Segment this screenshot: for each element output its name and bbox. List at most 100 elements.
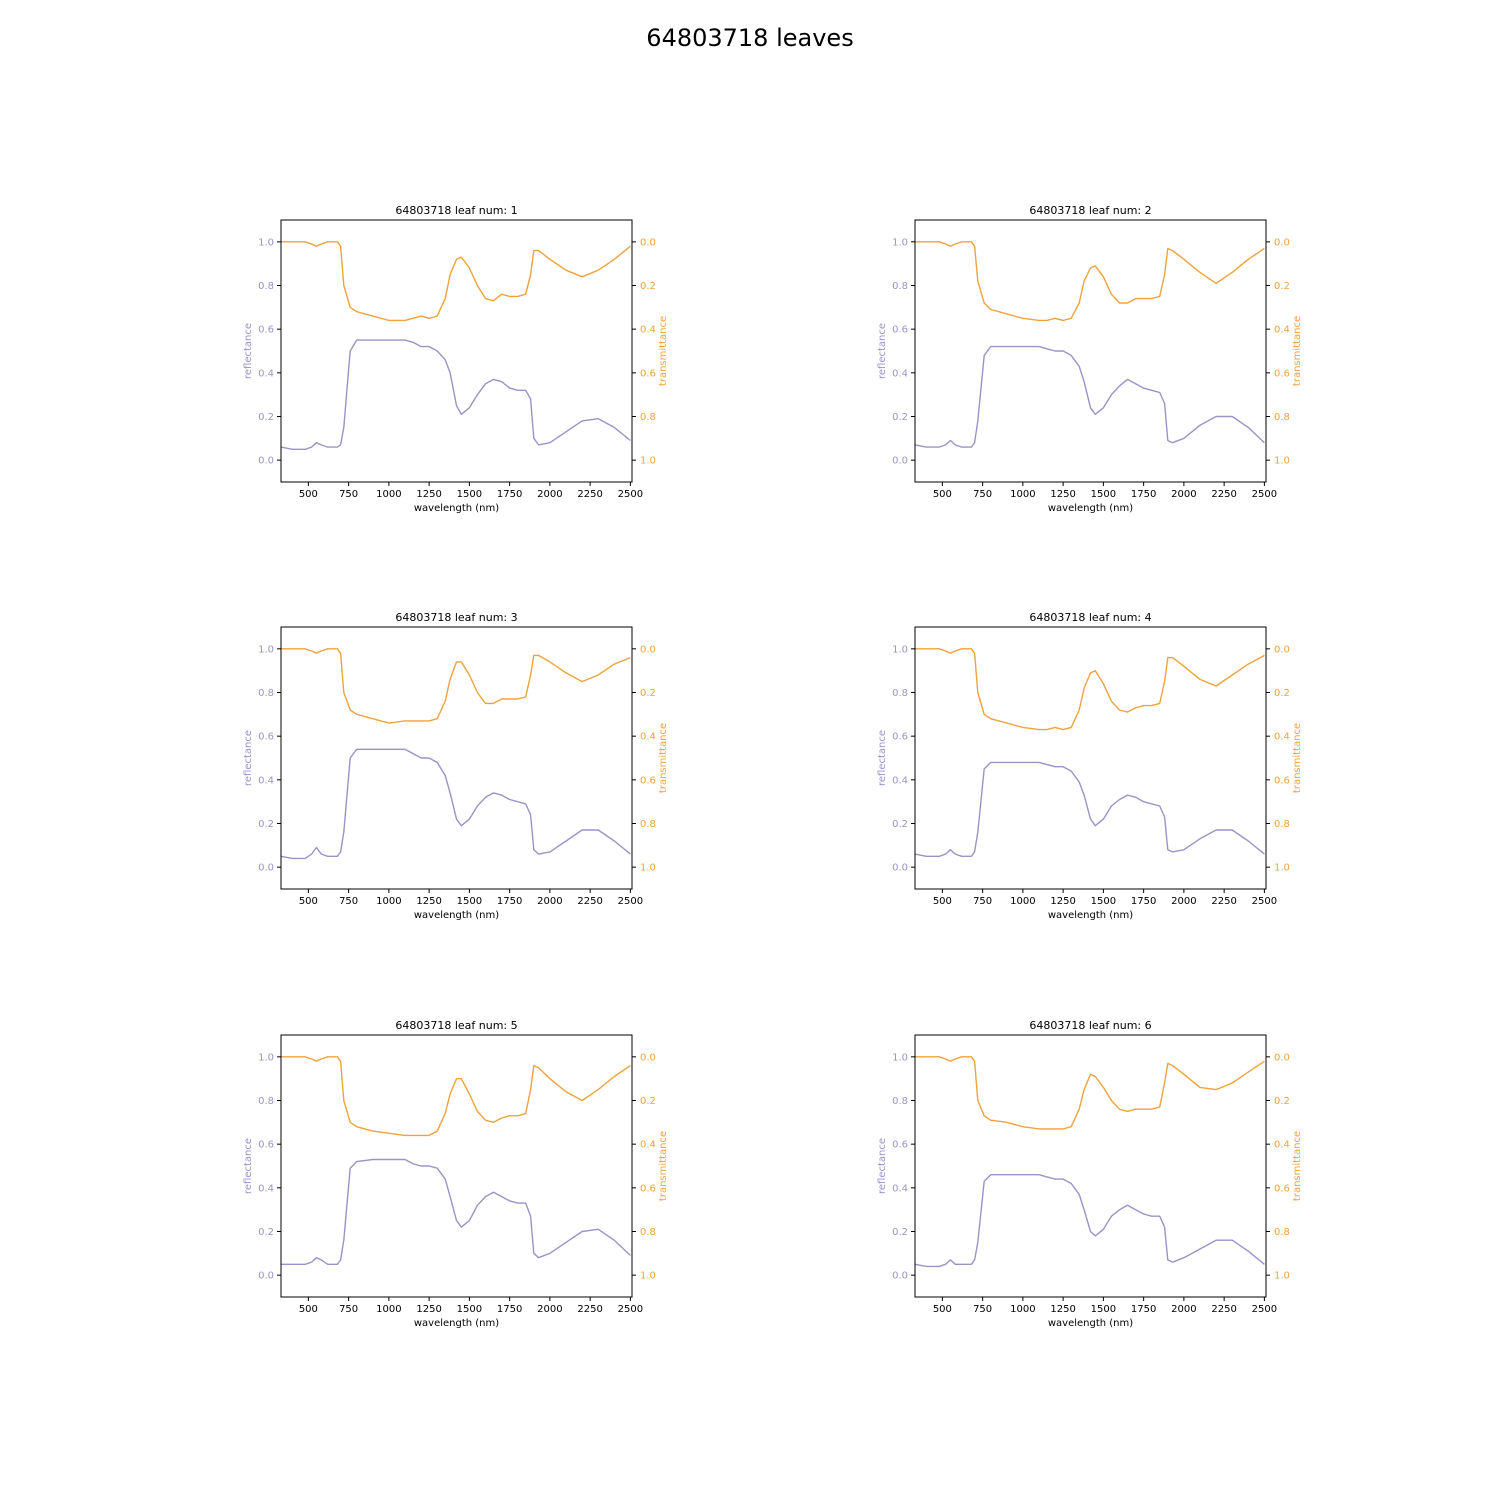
x-tick-label: 1750 [1131, 896, 1156, 907]
x-tick-label: 1750 [497, 489, 522, 500]
y-tick-label: 0.2 [258, 819, 274, 830]
y2-tick-label: 0.0 [1274, 644, 1290, 655]
y2-axis-label: transmittance [1292, 723, 1303, 793]
y2-tick-label: 0.0 [1274, 237, 1290, 248]
y-tick-label: 1.0 [892, 237, 908, 248]
y-tick-label: 0.4 [892, 775, 908, 786]
x-tick-label: 500 [299, 1304, 318, 1315]
x-tick-label: 2000 [1171, 896, 1196, 907]
series-line-transmittance [915, 1056, 1265, 1130]
x-tick-label: 1000 [376, 489, 401, 500]
x-tick-label: 2250 [577, 489, 602, 500]
series-line-transmittance [915, 648, 1265, 731]
chart-panel-5: 64803718 leaf num: 5 500 750 1000 1250 1500 17… [243, 1019, 669, 1329]
x-tick-label: 750 [339, 1304, 358, 1315]
x-tick-label: 1500 [457, 1304, 482, 1315]
y-tick-label: 0.8 [892, 1096, 908, 1107]
series-line-transmittance [281, 1056, 631, 1137]
chart-panel-1: 64803718 leaf num: 1 500 750 1000 1250 1500 17… [243, 204, 669, 514]
y2-axis-label: transmittance [658, 1131, 669, 1201]
x-tick-label: 2500 [1252, 489, 1277, 500]
y-tick-label: 0.4 [258, 775, 274, 786]
x-tick-label: 500 [933, 1304, 952, 1315]
y2-tick-label: 0.2 [640, 281, 656, 292]
chart-panel-4: 64803718 leaf num: 4 500 750 1000 1250 1500 17… [877, 611, 1303, 921]
y-axis-label: reflectance [243, 730, 254, 786]
y-tick-label: 0.2 [892, 1227, 908, 1238]
y2-tick-label: 0.8 [640, 819, 656, 830]
x-tick-label: 2000 [537, 1304, 562, 1315]
y-tick-label: 1.0 [258, 237, 274, 248]
y2-tick-label: 0.4 [1274, 1140, 1290, 1151]
chart-title: 64803718 leaf num: 5 [395, 1019, 517, 1032]
x-tick-label: 2250 [1211, 489, 1236, 500]
y2-tick-label: 0.2 [1274, 688, 1290, 699]
y-tick-label: 0.4 [258, 368, 274, 379]
figure-title: 64803718 leaves [646, 24, 854, 52]
plot-frame [914, 219, 1267, 483]
x-tick-label: 500 [933, 489, 952, 500]
y2-tick-label: 0.2 [640, 1096, 656, 1107]
y-tick-label: 0.8 [258, 281, 274, 292]
x-tick-label: 1500 [1091, 896, 1116, 907]
y2-tick-label: 0.2 [1274, 281, 1290, 292]
x-tick-label: 1750 [1131, 489, 1156, 500]
y-tick-label: 1.0 [258, 644, 274, 655]
y2-tick-label: 1.0 [1274, 456, 1290, 467]
x-tick-label: 1000 [1010, 489, 1035, 500]
series-line-transmittance [915, 241, 1265, 322]
x-tick-label: 500 [299, 896, 318, 907]
x-axis-label: wavelength (nm) [414, 1318, 499, 1329]
y-axis-label: reflectance [877, 323, 888, 379]
y2-tick-label: 0.4 [1274, 325, 1290, 336]
series-line-transmittance [281, 648, 631, 724]
y2-axis-label: transmittance [658, 316, 669, 386]
y2-tick-label: 0.6 [1274, 368, 1290, 379]
y2-tick-label: 0.2 [1274, 1096, 1290, 1107]
x-tick-label: 750 [973, 1304, 992, 1315]
x-tick-label: 1500 [457, 896, 482, 907]
series-line-reflectance [914, 1173, 1265, 1268]
series-line-reflectance [914, 761, 1265, 857]
x-tick-label: 750 [973, 896, 992, 907]
y2-axis-label: transmittance [1292, 316, 1303, 386]
x-tick-label: 750 [339, 896, 358, 907]
y2-tick-label: 0.8 [1274, 819, 1290, 830]
series-line-transmittance [281, 241, 631, 322]
y2-tick-label: 0.0 [1274, 1052, 1290, 1063]
y2-tick-label: 1.0 [640, 1271, 656, 1282]
y2-tick-label: 0.4 [640, 1140, 656, 1151]
y2-tick-label: 0.6 [1274, 775, 1290, 786]
x-tick-label: 1000 [376, 1304, 401, 1315]
x-tick-label: 1000 [1010, 1304, 1035, 1315]
x-tick-label: 2250 [1211, 1304, 1236, 1315]
x-tick-label: 500 [933, 896, 952, 907]
plot-frame [914, 626, 1267, 890]
series-line-reflectance [914, 345, 1265, 448]
y-tick-label: 0.6 [892, 732, 908, 743]
x-tick-label: 1000 [1010, 896, 1035, 907]
y2-tick-label: 0.2 [640, 688, 656, 699]
y-tick-label: 0.4 [892, 1183, 908, 1194]
y-tick-label: 1.0 [892, 644, 908, 655]
chart-panel-3: 64803718 leaf num: 3 500 750 1000 1250 1500 17… [243, 611, 669, 921]
y-axis-label: reflectance [243, 323, 254, 379]
y-tick-label: 0.2 [258, 1227, 274, 1238]
x-tick-label: 1750 [497, 1304, 522, 1315]
x-tick-label: 2500 [618, 896, 643, 907]
x-tick-label: 500 [299, 489, 318, 500]
x-tick-label: 2500 [618, 489, 643, 500]
y-tick-label: 0.6 [892, 1140, 908, 1151]
y-tick-label: 0.2 [892, 819, 908, 830]
x-tick-label: 1250 [416, 896, 441, 907]
y2-tick-label: 0.8 [640, 412, 656, 423]
chart-title: 64803718 leaf num: 6 [1029, 1019, 1151, 1032]
y2-tick-label: 1.0 [640, 456, 656, 467]
y2-tick-label: 0.4 [1274, 732, 1290, 743]
x-tick-label: 1250 [1050, 1304, 1075, 1315]
y-tick-label: 0.4 [258, 1183, 274, 1194]
x-tick-label: 2000 [537, 896, 562, 907]
y-tick-label: 0.4 [892, 368, 908, 379]
y2-tick-label: 0.8 [1274, 1227, 1290, 1238]
x-axis-label: wavelength (nm) [414, 910, 499, 921]
